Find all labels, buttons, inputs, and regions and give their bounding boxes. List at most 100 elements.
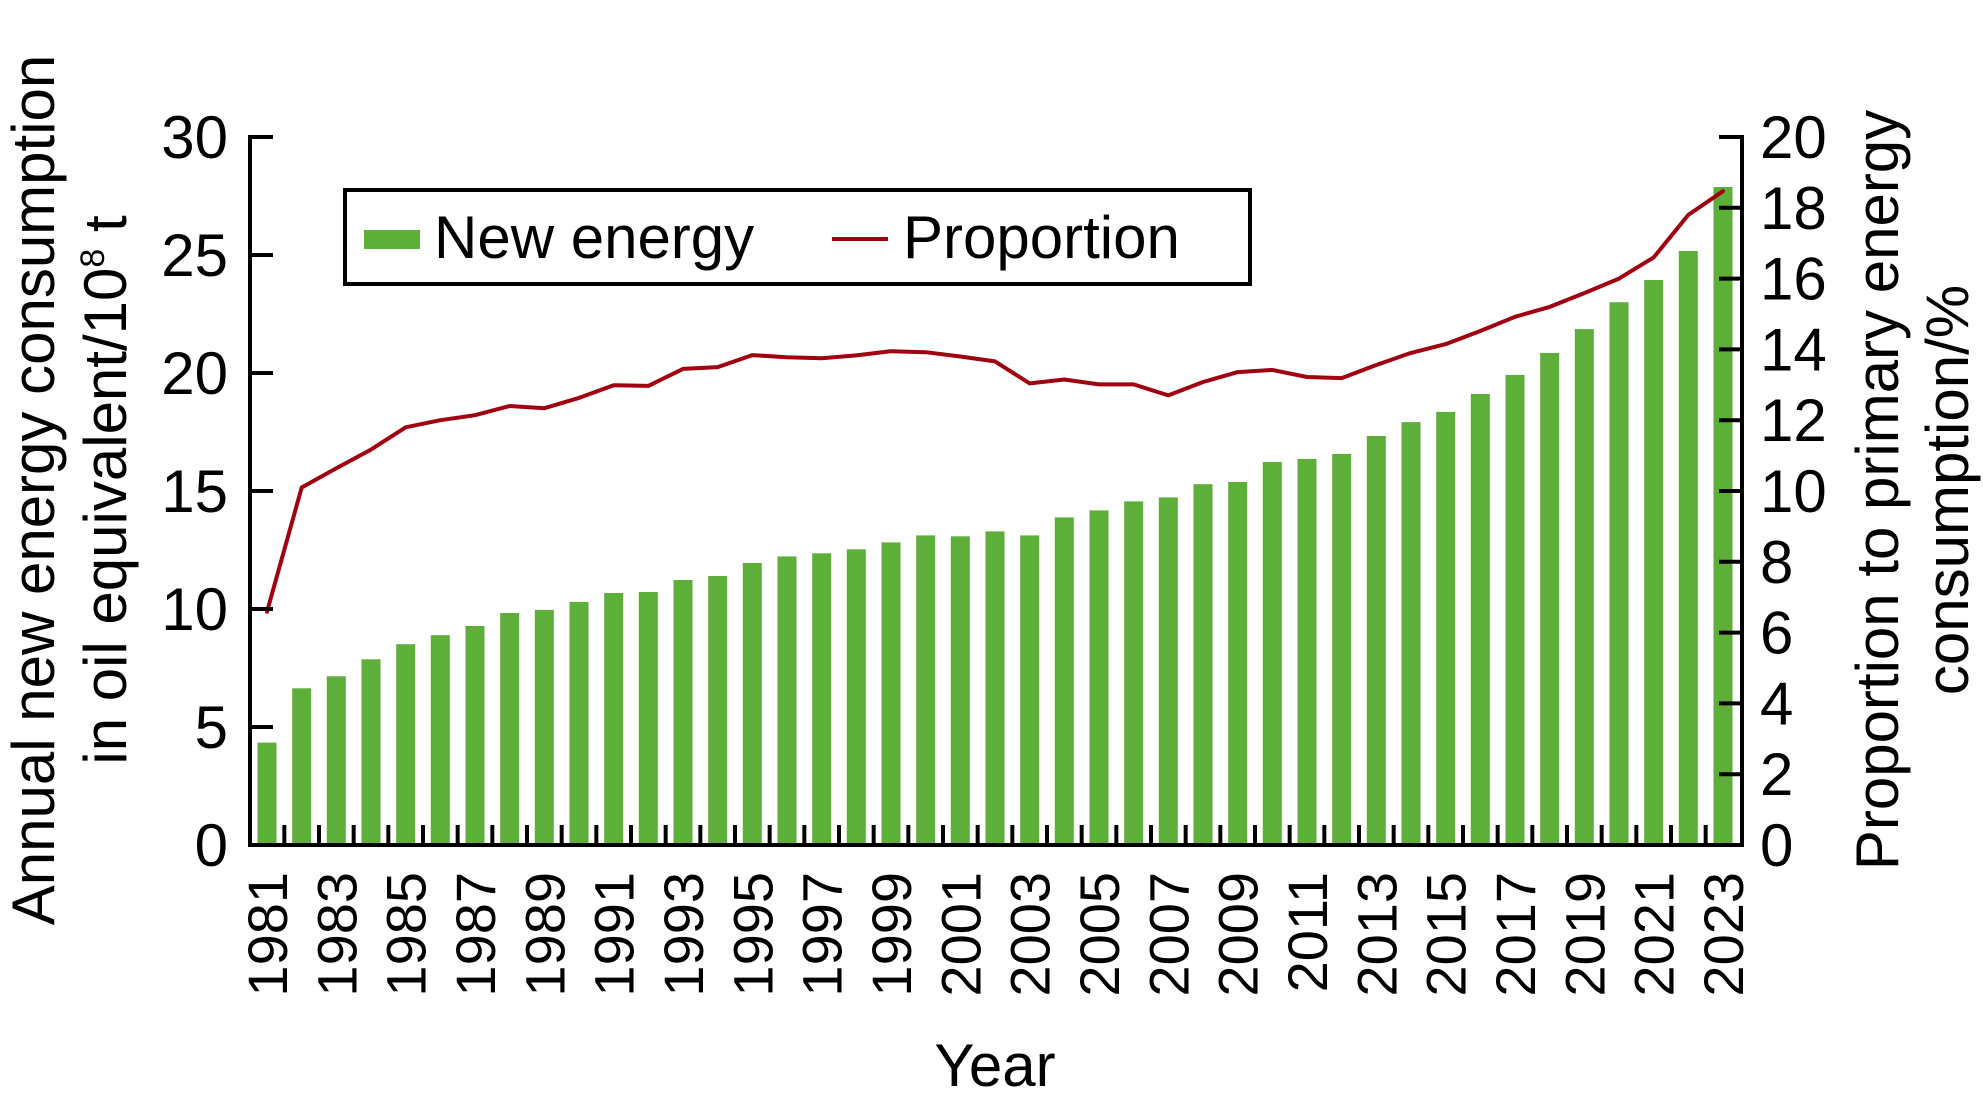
bar-2002	[985, 531, 1005, 845]
x-tick-label-1997: 1997	[791, 872, 854, 997]
right-tick-label-18: 18	[1760, 175, 1827, 242]
bar-2009	[1228, 482, 1248, 845]
right-axis-title: Proportion to primary energy consumption…	[1844, 110, 1981, 870]
x-tick-label-2005: 2005	[1068, 872, 1131, 997]
bar-2015	[1436, 411, 1456, 845]
bar-1986	[430, 635, 450, 845]
x-tick-label-1991: 1991	[583, 872, 646, 997]
bar-2000	[916, 535, 936, 845]
x-tick-label-2007: 2007	[1137, 872, 1200, 997]
x-tick-label-2019: 2019	[1553, 872, 1616, 997]
bar-1983	[326, 676, 346, 845]
bar-1988	[500, 613, 520, 845]
bar-1987	[465, 626, 485, 845]
left-axis-title-unit: in oil equivalent/10	[72, 268, 139, 765]
legend: New energy Proportion	[343, 188, 1252, 286]
right-tick-label-2: 2	[1760, 741, 1793, 808]
left-axis-ticks: 0 5 10 15 20 25 30	[161, 104, 273, 879]
legend-label-new-energy: New energy	[434, 204, 754, 271]
right-tick-label-6: 6	[1760, 600, 1793, 667]
bar-2022	[1678, 251, 1698, 845]
x-tick-label-1995: 1995	[721, 872, 784, 997]
x-tick-label-1983: 1983	[305, 872, 368, 997]
x-tick-label-1987: 1987	[444, 872, 507, 997]
x-axis-title: Year	[934, 1032, 1055, 1099]
bar-2003	[1020, 535, 1040, 845]
right-tick-label-0: 0	[1760, 812, 1793, 879]
left-tick-label-30: 30	[161, 104, 228, 171]
bar-2010	[1262, 462, 1282, 845]
left-tick-label-25: 25	[161, 222, 228, 289]
x-tick-label-2023: 2023	[1692, 872, 1755, 997]
x-tick-label-2001: 2001	[929, 872, 992, 997]
bar-2017	[1505, 374, 1525, 845]
x-tick-label-1993: 1993	[652, 872, 715, 997]
right-tick-label-20: 20	[1760, 104, 1827, 171]
bar-1985	[396, 644, 416, 845]
x-tick-label-2003: 2003	[999, 872, 1062, 997]
right-axis-title-line-1: Proportion to primary energy	[1844, 110, 1911, 870]
bar-1997	[812, 553, 832, 845]
line-series-proportion	[265, 189, 1725, 614]
bar-2013	[1366, 436, 1386, 845]
left-tick-label-5: 5	[195, 694, 228, 761]
bar-1984	[361, 659, 381, 845]
bar-2005	[1089, 510, 1109, 845]
left-tick-label-10: 10	[161, 576, 228, 643]
left-tick-label-15: 15	[161, 458, 228, 525]
legend-label-proportion: Proportion	[903, 204, 1180, 271]
bar-2008	[1193, 484, 1213, 845]
left-axis-title-exponent: 8	[74, 249, 112, 268]
right-tick-label-16: 16	[1760, 246, 1827, 313]
bar-1993	[673, 580, 693, 845]
left-axis-title: Annual new energy consumption in oil equ…	[0, 55, 139, 926]
x-tick-label-2013: 2013	[1345, 872, 1408, 997]
bar-1990	[569, 601, 589, 845]
bar-1992	[638, 592, 658, 845]
bar-2004	[1054, 517, 1074, 845]
bar-series-new-energy	[257, 187, 1733, 846]
left-axis-title-line-1: Annual new energy consumption	[0, 55, 67, 926]
x-tick-label-1999: 1999	[860, 872, 923, 997]
left-tick-label-0: 0	[195, 812, 228, 879]
bar-1996	[777, 556, 797, 845]
bar-2006	[1124, 501, 1144, 845]
bar-2018	[1540, 352, 1560, 845]
bar-2019	[1574, 329, 1594, 846]
x-tick-label-1985: 1985	[375, 872, 438, 997]
x-tick-label-2021: 2021	[1623, 872, 1686, 997]
bar-1999	[881, 542, 901, 845]
bar-1995	[742, 563, 762, 845]
x-axis-ticks: 1981 1983 1985 1987 1989 1991 1993 1995 1997 1999…	[236, 825, 1755, 997]
right-axis-title-line-2: consumption/%	[1914, 285, 1981, 695]
left-axis-title-unit-t: t	[72, 215, 139, 249]
right-tick-label-14: 14	[1760, 316, 1827, 383]
right-tick-label-12: 12	[1760, 387, 1827, 454]
x-tick-label-2017: 2017	[1484, 872, 1547, 997]
x-tick-label-2015: 2015	[1415, 872, 1478, 997]
bar-1989	[534, 609, 554, 845]
bar-2007	[1158, 497, 1178, 845]
bar-2012	[1332, 453, 1352, 845]
legend-box	[343, 188, 1252, 286]
bar-2014	[1401, 422, 1421, 845]
left-tick-label-20: 20	[161, 340, 228, 407]
bar-2011	[1297, 458, 1317, 845]
bar-1998	[846, 549, 866, 845]
x-tick-label-2011: 2011	[1276, 872, 1339, 992]
x-tick-label-1981: 1981	[236, 872, 299, 997]
bar-2021	[1644, 280, 1664, 845]
bar-1994	[708, 576, 728, 845]
right-tick-label-8: 8	[1760, 529, 1793, 596]
bar-1991	[604, 593, 624, 845]
bar-2001	[950, 536, 970, 845]
left-axis-title-line-2: in oil equivalent/108 t	[72, 215, 139, 765]
x-tick-label-2009: 2009	[1207, 872, 1270, 997]
bar-2023	[1713, 187, 1733, 845]
legend-swatch-new-energy	[364, 230, 420, 249]
bar-1982	[292, 688, 312, 845]
bar-2020	[1609, 302, 1629, 845]
right-tick-label-10: 10	[1760, 458, 1827, 525]
